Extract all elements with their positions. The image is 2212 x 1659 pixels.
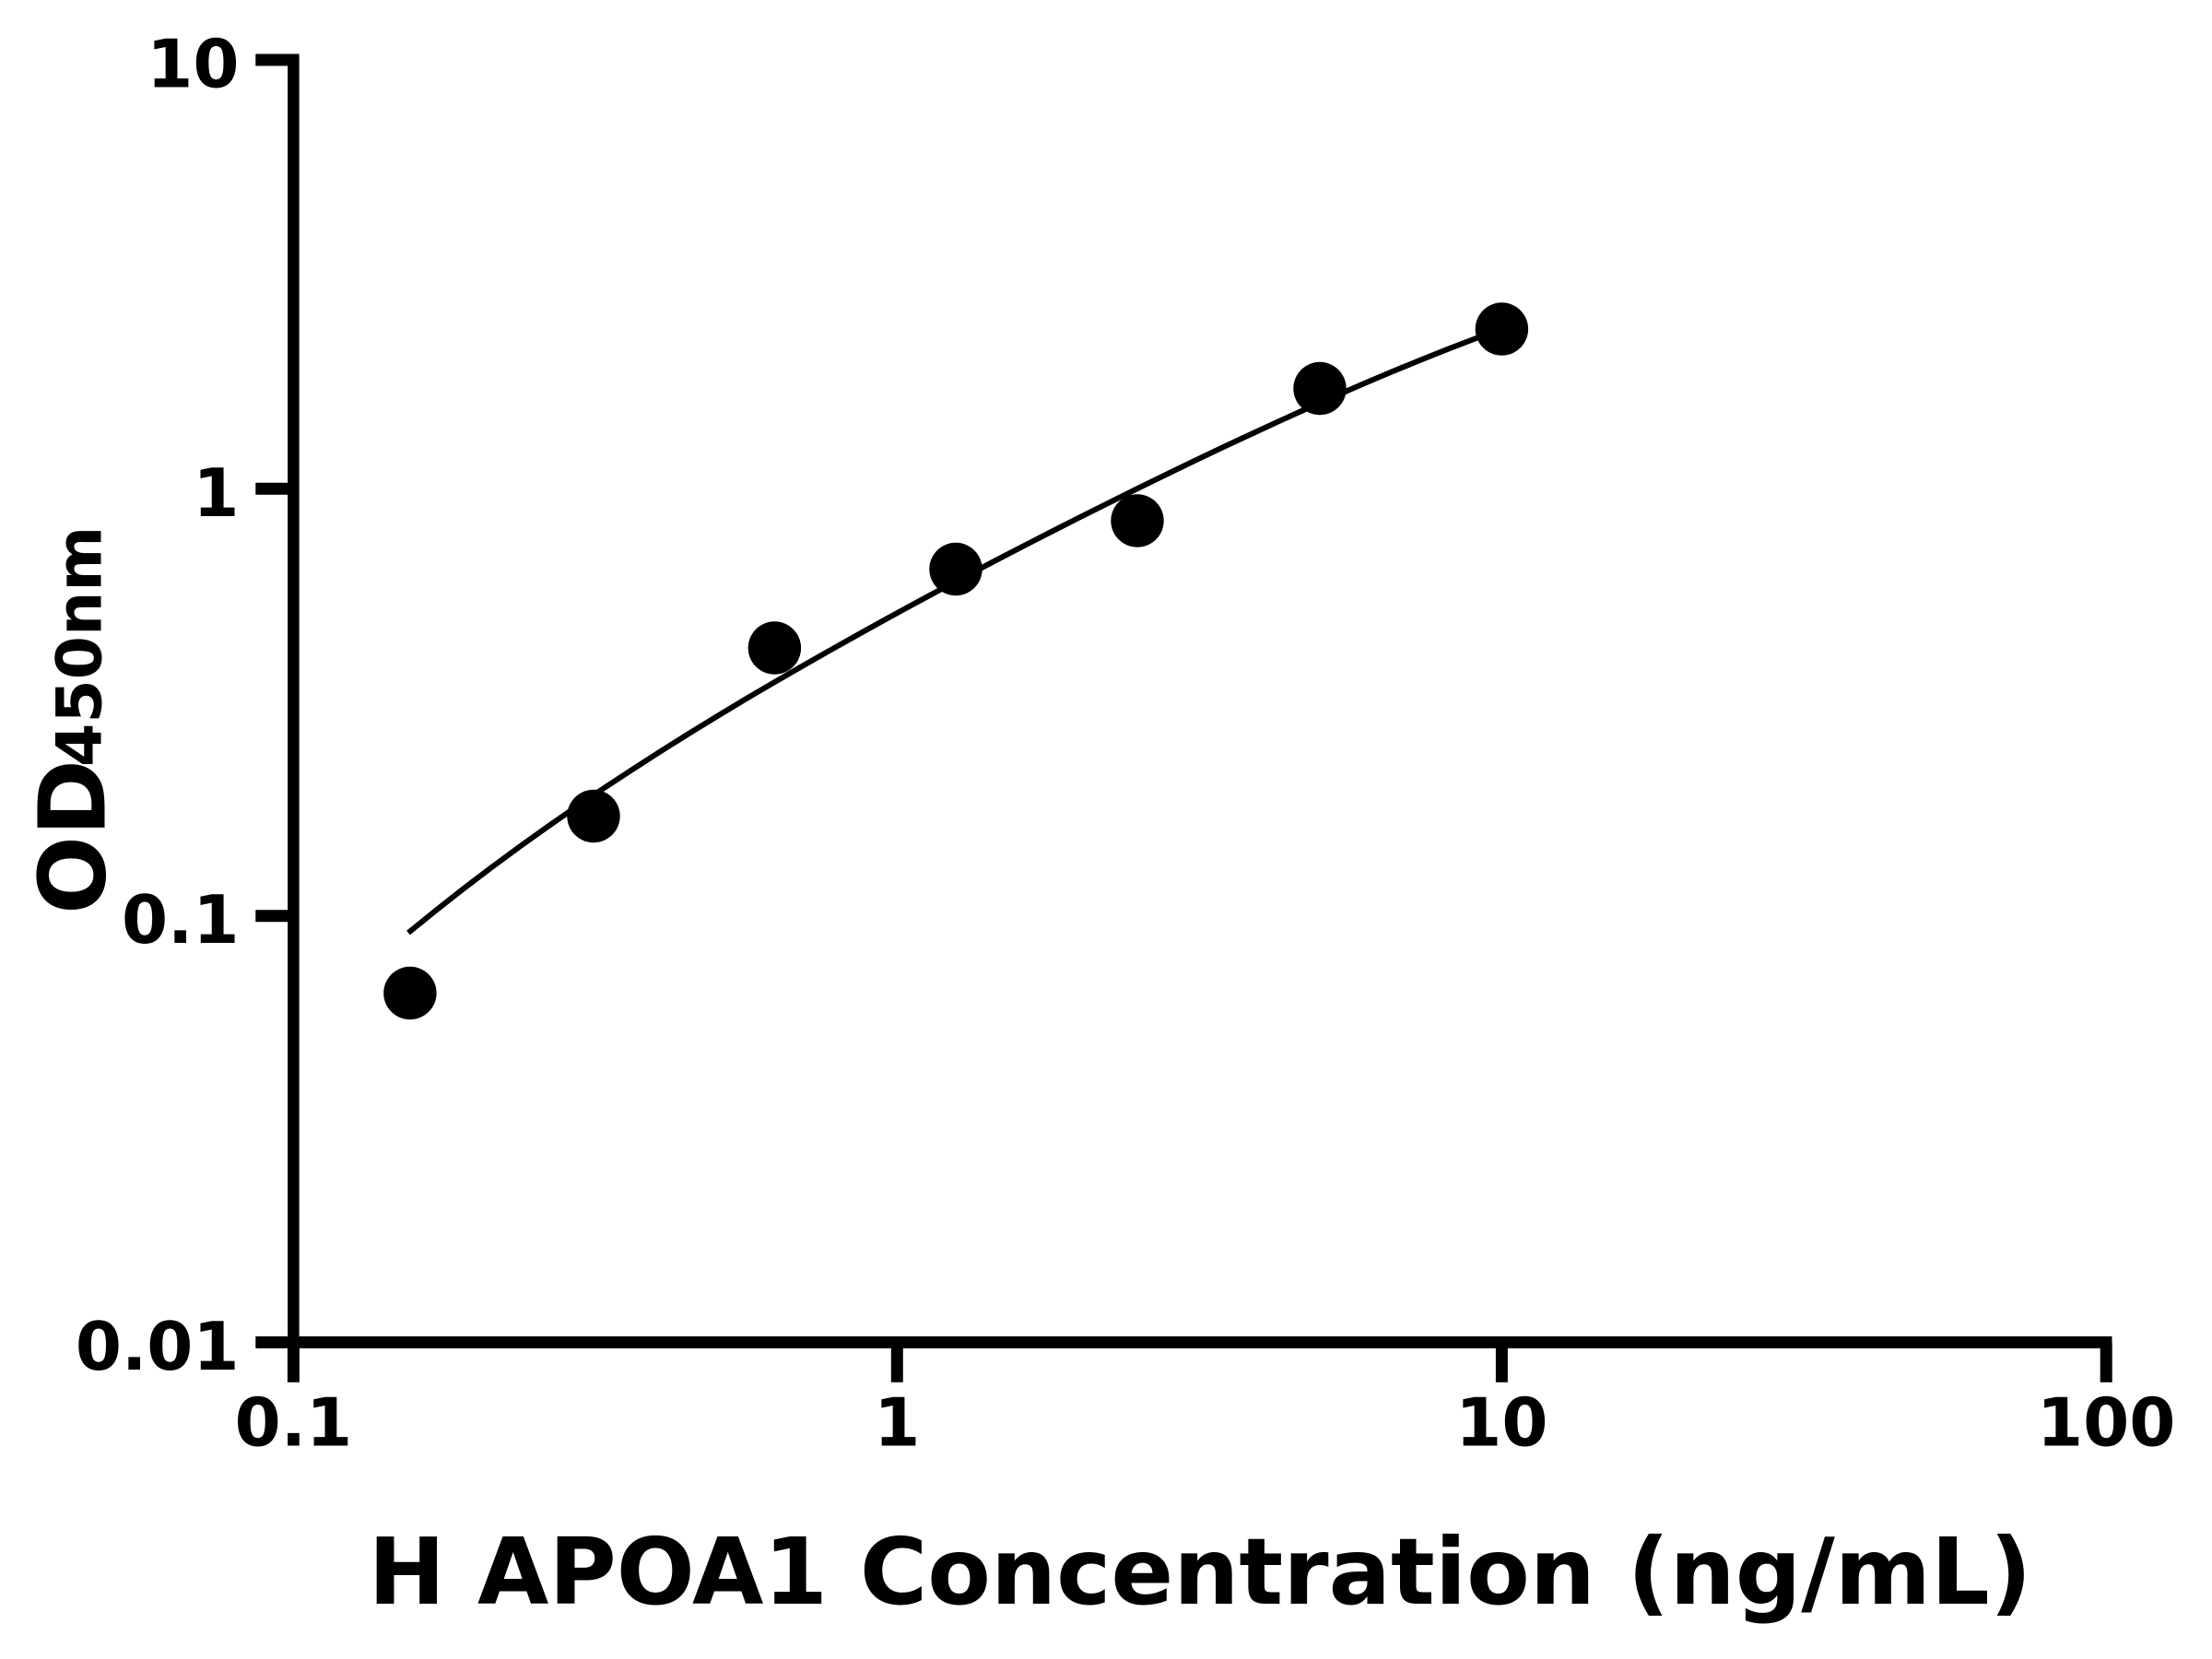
svg-text:H APOA1 Concentration (ng/mL): H APOA1 Concentration (ng/mL) [369, 1518, 2032, 1626]
svg-text:0.1: 0.1 [122, 881, 240, 959]
svg-text:10: 10 [147, 26, 239, 103]
svg-text:1: 1 [193, 454, 239, 532]
svg-text:100: 100 [2037, 1384, 2175, 1462]
svg-text:0.1: 0.1 [235, 1384, 353, 1462]
svg-text:1: 1 [874, 1384, 920, 1462]
svg-text:10: 10 [1455, 1384, 1547, 1462]
svg-text:0.01: 0.01 [76, 1308, 240, 1385]
